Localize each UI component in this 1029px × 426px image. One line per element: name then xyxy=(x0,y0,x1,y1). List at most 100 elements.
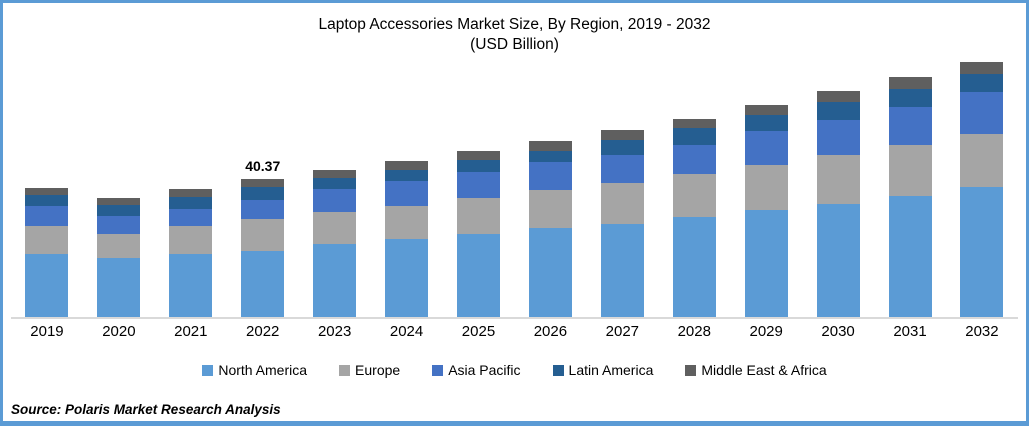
bar-segment-europe-2028 xyxy=(672,174,716,217)
legend-item-north-america: North America xyxy=(202,362,307,378)
chart-title: Laptop Accessories Market Size, By Regio… xyxy=(3,3,1026,55)
bar-segment-latin-america-2022 xyxy=(241,187,285,201)
bar-segment-north-america-2031 xyxy=(888,195,932,317)
bar-2032 xyxy=(960,61,1004,317)
bar-segment-latin-america-2026 xyxy=(528,150,572,163)
bar-2024 xyxy=(385,161,429,317)
bar-segment-middle-east-africa-2028 xyxy=(672,118,716,129)
bar-2021 xyxy=(169,189,213,317)
legend-label-asia-pacific: Asia Pacific xyxy=(448,362,521,378)
bar-segment-north-america-2023 xyxy=(313,243,357,317)
bar-segment-middle-east-africa-2026 xyxy=(528,141,572,151)
bar-column-2019 xyxy=(11,187,83,317)
data-label-2022: 40.37 xyxy=(245,157,281,174)
bar-segment-europe-2029 xyxy=(744,164,788,211)
plot-area: 40.37 xyxy=(11,61,1018,319)
bar-segment-middle-east-africa-2030 xyxy=(816,91,860,103)
bar-column-2028 xyxy=(658,118,730,317)
bar-segment-europe-2021 xyxy=(169,226,213,254)
bar-segment-middle-east-africa-2019 xyxy=(25,187,69,195)
x-axis-label-2019: 2019 xyxy=(30,323,64,340)
bar-segment-asia-pacific-2024 xyxy=(385,180,429,206)
bar-2025 xyxy=(456,151,500,317)
legend-marker-icon-europe xyxy=(339,364,351,376)
bar-segment-north-america-2028 xyxy=(672,216,716,317)
legend-item-europe: Europe xyxy=(339,362,400,378)
bar-2020 xyxy=(97,198,141,317)
bar-segment-latin-america-2029 xyxy=(744,115,788,132)
bar-segment-asia-pacific-2025 xyxy=(456,172,500,199)
bar-segment-north-america-2026 xyxy=(528,228,572,317)
bar-segment-asia-pacific-2027 xyxy=(600,154,644,184)
bar-segment-latin-america-2031 xyxy=(888,89,932,108)
bar-column-2032 xyxy=(946,61,1018,317)
bar-2026 xyxy=(528,141,572,317)
x-axis-label-2026: 2026 xyxy=(533,323,568,340)
legend-marker-icon-middle-east-africa xyxy=(685,364,697,376)
bar-segment-asia-pacific-2030 xyxy=(816,120,860,156)
bar-segment-north-america-2025 xyxy=(456,233,500,317)
bar-segment-middle-east-africa-2020 xyxy=(97,198,141,205)
bars-container: 40.37 xyxy=(11,61,1018,317)
bar-segment-latin-america-2030 xyxy=(816,102,860,121)
x-axis-label-2031: 2031 xyxy=(893,323,927,340)
bar-segment-latin-america-2024 xyxy=(385,169,429,181)
bar-segment-north-america-2020 xyxy=(97,257,141,317)
bar-2027 xyxy=(600,130,644,317)
bar-segment-north-america-2032 xyxy=(960,187,1004,317)
bar-segment-europe-2031 xyxy=(888,145,932,196)
x-axis-label-2021: 2021 xyxy=(174,323,208,340)
bar-column-2023 xyxy=(299,170,371,317)
bar-segment-latin-america-2021 xyxy=(169,196,213,209)
bar-segment-europe-2022 xyxy=(241,219,285,252)
legend-marker-icon-asia-pacific xyxy=(432,364,444,376)
bar-segment-middle-east-africa-2023 xyxy=(313,170,357,179)
bar-segment-north-america-2030 xyxy=(816,203,860,317)
x-axis-label-2023: 2023 xyxy=(317,323,352,340)
x-axis-label-2028: 2028 xyxy=(677,323,711,340)
bar-segment-asia-pacific-2032 xyxy=(960,92,1004,134)
bar-2022 xyxy=(241,178,285,317)
x-axis-label-2029: 2029 xyxy=(749,323,783,340)
bar-column-2027 xyxy=(586,130,658,317)
bar-segment-middle-east-africa-2024 xyxy=(385,161,429,170)
legend-item-asia-pacific: Asia Pacific xyxy=(432,362,521,378)
x-axis-label-2030: 2030 xyxy=(821,323,855,340)
bar-segment-asia-pacific-2031 xyxy=(888,107,932,146)
chart-title-line2: (USD Billion) xyxy=(470,36,559,53)
bar-segment-middle-east-africa-2022 xyxy=(241,178,285,188)
bar-segment-latin-america-2027 xyxy=(600,139,644,155)
bar-segment-asia-pacific-2021 xyxy=(169,208,213,227)
legend-label-middle-east-africa: Middle East & Africa xyxy=(701,362,827,378)
bar-2029 xyxy=(744,104,788,317)
bar-segment-asia-pacific-2029 xyxy=(744,131,788,165)
bar-segment-latin-america-2028 xyxy=(672,128,716,146)
bar-segment-latin-america-2019 xyxy=(25,194,69,206)
chart-title-line1: Laptop Accessories Market Size, By Regio… xyxy=(318,16,711,33)
bar-segment-europe-2032 xyxy=(960,133,1004,188)
bar-column-2020 xyxy=(83,198,155,317)
bar-segment-asia-pacific-2019 xyxy=(25,205,69,226)
bar-segment-europe-2027 xyxy=(600,183,644,224)
legend: North America Europe Asia Pacific Latin Ame… xyxy=(3,362,1026,378)
bar-segment-north-america-2024 xyxy=(385,239,429,317)
legend-marker-icon-latin-america xyxy=(552,364,564,376)
bar-segment-middle-east-africa-2025 xyxy=(456,151,500,161)
x-axis-label-2027: 2027 xyxy=(605,323,640,340)
bar-segment-europe-2026 xyxy=(528,189,572,229)
bar-2019 xyxy=(25,187,69,317)
x-axis-label-2032: 2032 xyxy=(965,323,999,340)
bar-column-2021 xyxy=(155,189,227,317)
bar-segment-north-america-2029 xyxy=(744,210,788,317)
bar-segment-europe-2019 xyxy=(25,225,69,255)
bar-2031 xyxy=(888,76,932,317)
bar-segment-latin-america-2023 xyxy=(313,178,357,190)
bar-column-2026 xyxy=(514,141,586,317)
bar-column-2029 xyxy=(730,104,802,317)
bar-2023 xyxy=(313,170,357,317)
bar-column-2031 xyxy=(874,76,946,317)
bar-segment-middle-east-africa-2032 xyxy=(960,61,1004,74)
bar-segment-middle-east-africa-2027 xyxy=(600,130,644,140)
bar-column-2022: 40.37 xyxy=(227,158,299,317)
